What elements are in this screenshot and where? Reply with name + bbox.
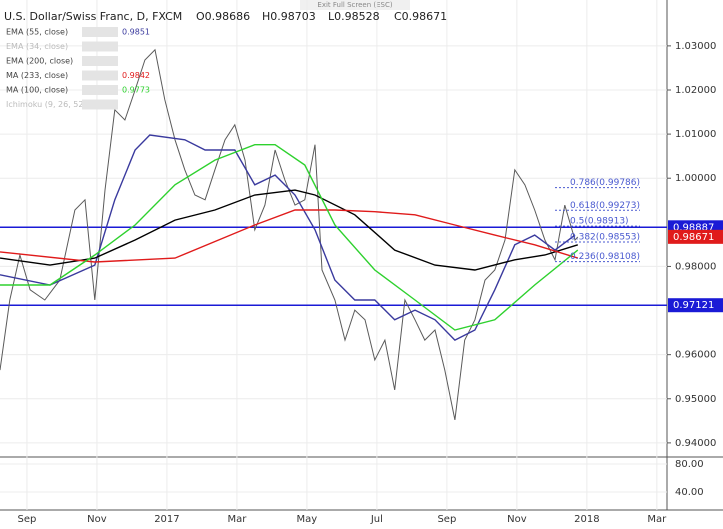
y-tick-label: 0.94000	[675, 438, 716, 449]
indicator-line	[0, 144, 579, 331]
x-tick-label: Sep	[437, 514, 456, 525]
exit-button[interactable]	[300, 0, 410, 10]
ohlc-label: H0.98703	[262, 10, 316, 23]
x-tick-label: Nov	[507, 514, 527, 525]
fib-label: 0.382(0.98553)	[570, 233, 640, 243]
legend-label: MA (100, close)	[6, 86, 68, 95]
x-tick-label: Nov	[87, 514, 107, 525]
legend-label: MA (233, close)	[6, 71, 68, 80]
legend-value: 0.9851	[122, 28, 150, 37]
exit-label[interactable]: Exit Full Screen (ESC)	[317, 1, 392, 9]
legend-buttons[interactable]	[82, 99, 118, 110]
y-tick-label: 0.95000	[675, 394, 716, 405]
fib-label: 0.786(0.99786)	[570, 178, 640, 188]
last-price-label: 0.98671	[673, 232, 714, 243]
indicator-tick-label: 40.00	[675, 487, 704, 498]
legend-buttons[interactable]	[82, 70, 118, 81]
price-label: 0.97121	[673, 300, 714, 311]
ohlc-label: C0.98671	[394, 10, 447, 23]
x-tick-label: Jul	[370, 514, 383, 525]
legend-label: EMA (200, close)	[6, 57, 73, 66]
fib-label: 0.236(0.98108)	[570, 252, 640, 262]
legend-buttons[interactable]	[82, 85, 118, 95]
y-tick-label: 0.98000	[675, 261, 716, 272]
indicator-line	[0, 134, 576, 341]
indicator-line	[0, 209, 579, 263]
y-tick-label: 1.03000	[675, 41, 716, 52]
price-label: 0.98887	[673, 222, 714, 233]
legend-label: EMA (55, close)	[6, 28, 68, 37]
indicator-line	[0, 189, 579, 271]
fib-label: 0.618(0.99273)	[570, 201, 640, 211]
y-tick-label: 1.00000	[675, 173, 716, 184]
indicator-tick-label: 80.00	[675, 459, 704, 470]
ohlc-label: O0.98686	[196, 10, 250, 23]
chart-title: U.S. Dollar/Swiss Franc, D, FXCM	[4, 10, 182, 23]
x-tick-label: May	[297, 514, 318, 525]
ohlc-label: L0.98528	[328, 10, 380, 23]
legend-buttons[interactable]	[82, 56, 118, 66]
x-tick-label: 2018	[574, 514, 599, 525]
x-tick-label: Mar	[647, 514, 667, 525]
fib-label: 0.5(0.98913)	[570, 217, 629, 227]
y-tick-label: 1.01000	[675, 129, 716, 140]
x-tick-label: 2017	[154, 514, 179, 525]
legend: EMA (55, close) 0.9851 EMA (34, close) EMA …	[6, 27, 150, 110]
legend-buttons[interactable]	[82, 41, 118, 52]
last-price-box	[668, 229, 723, 244]
x-tick-label: Mar	[227, 514, 247, 525]
y-tick-label: 1.02000	[675, 85, 716, 96]
price-label-box	[668, 298, 723, 313]
y-tick-label: 0.96000	[675, 350, 716, 361]
legend-value: 0.9773	[122, 86, 150, 95]
legend-value: 0.9842	[122, 71, 150, 80]
legend-buttons[interactable]	[82, 27, 118, 37]
x-tick-label: Sep	[18, 514, 37, 525]
legend-label: Ichimoku (9, 26, 52, 26)	[6, 100, 102, 109]
legend-label: EMA (34, close)	[6, 42, 68, 51]
